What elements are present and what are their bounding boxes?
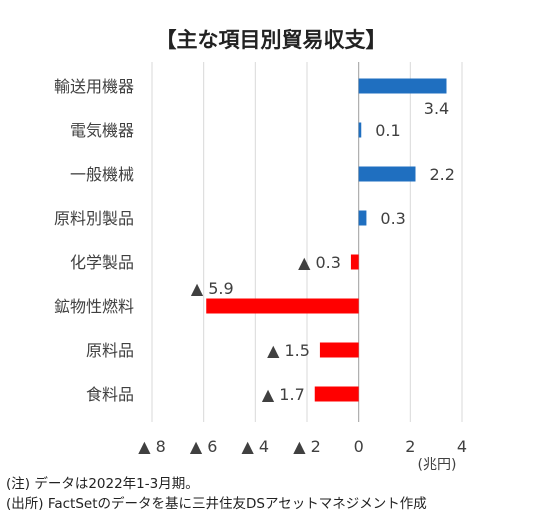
data-label: ▲ 1.5 xyxy=(267,341,310,360)
bar xyxy=(358,166,416,182)
labels: ▲ 8 ▲ 6 ▲ 4 ▲ 2 0 2 4 輸送用機器 3.4 電気機器 0.1 一般機械 2.2 原料別… xyxy=(54,77,467,456)
bar xyxy=(358,78,447,94)
bars xyxy=(206,78,447,402)
category-label: 電気機器 xyxy=(70,121,134,140)
category-label: 一般機械 xyxy=(70,165,134,184)
data-label: ▲ 5.9 xyxy=(191,279,234,298)
grid-lines xyxy=(151,62,463,422)
category-label: 原料別製品 xyxy=(54,209,134,228)
x-tick-label: ▲ 8 xyxy=(138,437,166,456)
category-label: 鉱物性燃料 xyxy=(54,297,134,316)
category-label: 化学製品 xyxy=(70,253,134,272)
data-label: 0.3 xyxy=(380,209,405,228)
bar xyxy=(350,254,359,270)
bar xyxy=(206,298,359,314)
chart-title: 【主な項目別貿易収支】 xyxy=(155,28,387,52)
bar xyxy=(358,122,362,138)
x-tick-label: 4 xyxy=(457,437,467,456)
x-axis-unit-label: (兆円) xyxy=(418,457,457,473)
bar xyxy=(319,342,359,358)
data-label: ▲ 1.7 xyxy=(262,385,305,404)
category-label: 食料品 xyxy=(86,385,134,404)
category-label: 原料品 xyxy=(86,341,134,360)
data-label: 2.2 xyxy=(430,165,455,184)
footnote-note: (注) データは2022年1-3月期。 xyxy=(6,476,199,492)
x-tick-label: 0 xyxy=(354,437,364,456)
x-tick-label: ▲ 4 xyxy=(242,437,270,456)
bar xyxy=(358,210,367,226)
x-tick-label: 2 xyxy=(405,437,415,456)
category-label: 輸送用機器 xyxy=(54,77,134,96)
footnote-source: (出所) FactSetのデータを基に三井住友DSアセットマネジメント作成 xyxy=(6,496,427,512)
data-label: 0.1 xyxy=(375,121,400,140)
data-label: ▲ 0.3 xyxy=(298,253,341,272)
data-label: 3.4 xyxy=(424,99,449,118)
bar xyxy=(314,386,359,402)
x-tick-label: ▲ 6 xyxy=(190,437,218,456)
x-tick-label: ▲ 2 xyxy=(293,437,321,456)
